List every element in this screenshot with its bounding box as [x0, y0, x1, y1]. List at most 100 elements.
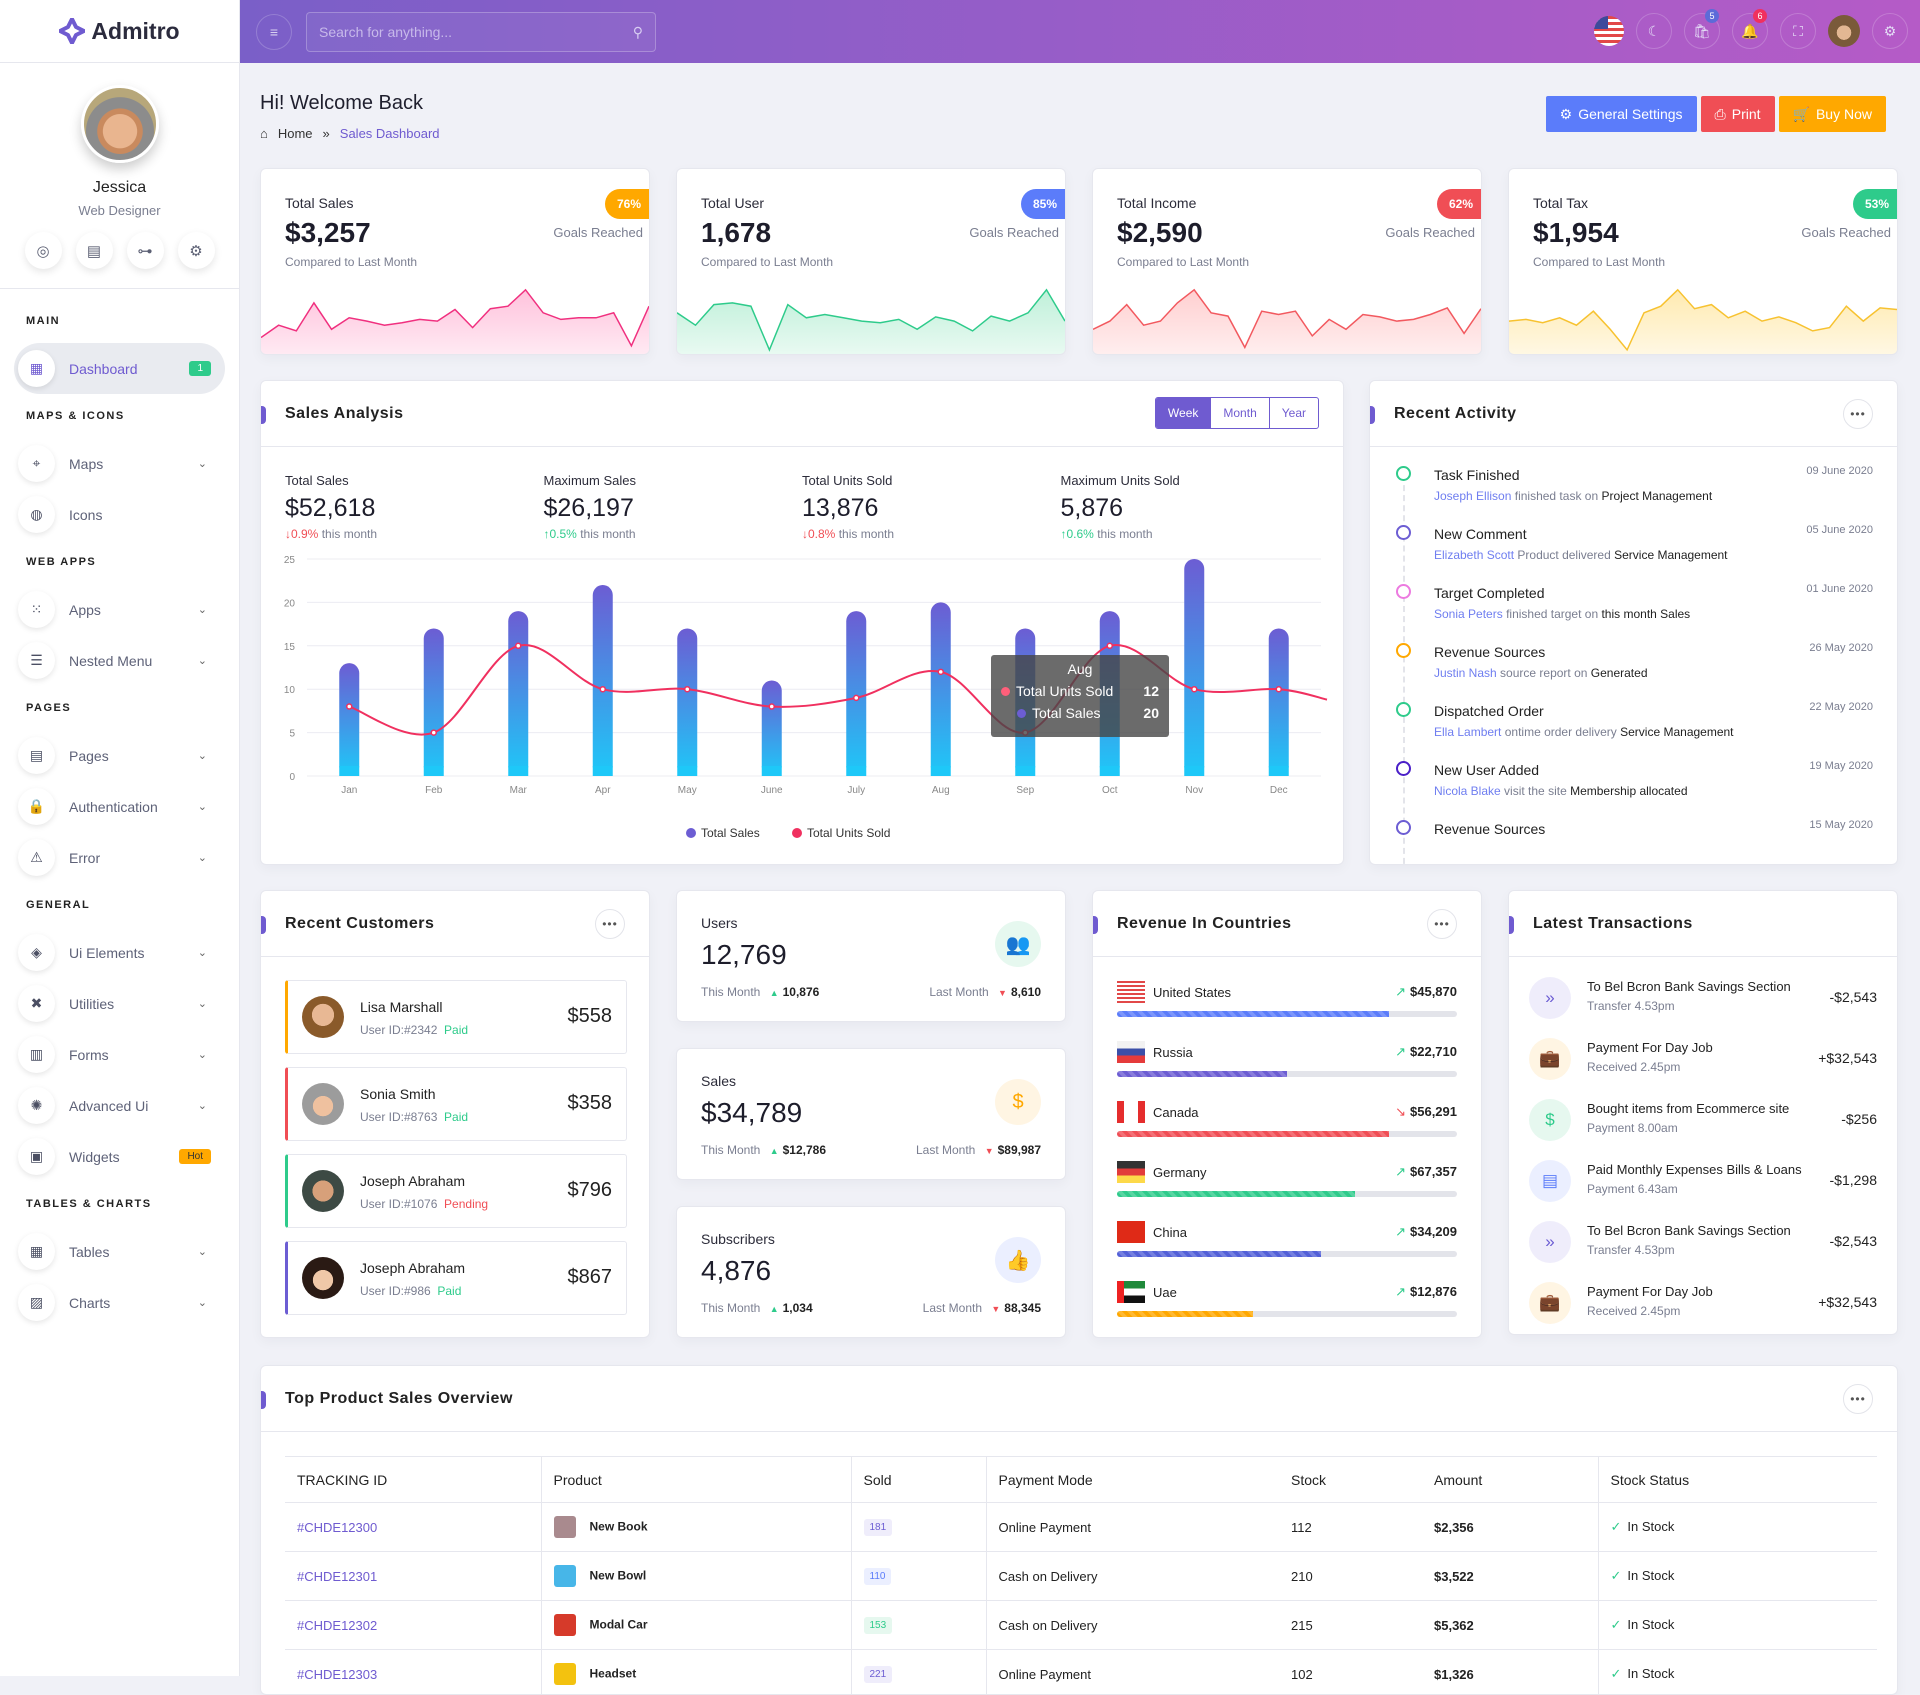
- sidebar-item-forms[interactable]: ▥ Forms ⌄: [14, 1029, 225, 1080]
- trend-up-icon: ↗: [1395, 1164, 1406, 1179]
- avatar[interactable]: [81, 85, 159, 163]
- more-options-icon[interactable]: •••: [1843, 399, 1873, 429]
- menu-toggle-icon[interactable]: ≡: [256, 14, 292, 50]
- last-month-value: 88,345: [1004, 1301, 1041, 1315]
- customer-item[interactable]: Lisa Marshall User ID:#2342 Paid $558: [285, 980, 627, 1054]
- avatar: [302, 1170, 344, 1212]
- activity-item[interactable]: New User Added Nicola Blake visit the si…: [1394, 756, 1873, 815]
- settings-icon[interactable]: ⚙: [1872, 13, 1908, 49]
- column-header[interactable]: Amount: [1422, 1457, 1598, 1503]
- print-button[interactable]: ⎙Print: [1701, 96, 1775, 132]
- tracking-id[interactable]: #CHDE12302: [297, 1618, 377, 1633]
- sidebar-item-utilities[interactable]: ✖ Utilities ⌄: [14, 978, 225, 1029]
- support-icon[interactable]: ◎: [25, 232, 62, 269]
- tracking-id[interactable]: #CHDE12300: [297, 1520, 377, 1535]
- kpi-value: $52,618: [285, 494, 544, 523]
- sidebar-item-ui-elements[interactable]: ◈ Ui Elements ⌄: [14, 927, 225, 978]
- sidebar-item-charts[interactable]: ▨ Charts ⌄: [14, 1277, 225, 1328]
- transaction-item[interactable]: $ Bought items from Ecommerce site Payme…: [1529, 1093, 1877, 1154]
- buy-now-button[interactable]: 🛒Buy Now: [1779, 96, 1886, 132]
- column-header[interactable]: Stock: [1279, 1457, 1422, 1503]
- tab-year[interactable]: Year: [1269, 398, 1318, 428]
- document-icon[interactable]: ▤: [76, 232, 113, 269]
- hierarchy-icon[interactable]: ⊶: [127, 232, 164, 269]
- tab-week[interactable]: Week: [1156, 398, 1210, 428]
- dark-mode-icon[interactable]: ☾: [1636, 13, 1672, 49]
- breadcrumb-home[interactable]: Home: [278, 126, 313, 141]
- tracking-id[interactable]: #CHDE12303: [297, 1667, 377, 1682]
- table-row[interactable]: #CHDE12303 Headset 221 Online Payment 10…: [285, 1650, 1877, 1695]
- stock: 102: [1279, 1650, 1422, 1695]
- x-tick-label: Feb: [425, 785, 443, 796]
- more-options-icon[interactable]: •••: [1843, 1384, 1873, 1414]
- activity-item[interactable]: Target Completed Sonia Peters finished t…: [1394, 579, 1873, 638]
- timeline-dot-icon: [1396, 466, 1411, 481]
- table-row[interactable]: #CHDE12301 New Bowl 110 Cash on Delivery…: [285, 1552, 1877, 1601]
- column-header[interactable]: Stock Status: [1598, 1457, 1877, 1503]
- activity-user[interactable]: Sonia Peters: [1434, 607, 1503, 621]
- sidebar-item-icons[interactable]: ◍ Icons: [14, 489, 225, 540]
- customer-amount: $358: [568, 1092, 613, 1115]
- column-header[interactable]: TRACKING ID: [285, 1457, 541, 1503]
- transaction-item[interactable]: » To Bel Bcron Bank Savings Section Tran…: [1529, 1215, 1877, 1276]
- this-month-value: 10,876: [783, 985, 820, 999]
- transaction-item[interactable]: » To Bel Bcron Bank Savings Section Tran…: [1529, 971, 1877, 1032]
- search-icon[interactable]: ⚲: [633, 24, 643, 41]
- table-row[interactable]: #CHDE12302 Modal Car 153 Cash on Deliver…: [285, 1601, 1877, 1650]
- point-total-units-sold: [1192, 687, 1197, 692]
- nav-section-heading: MAPS & ICONS: [14, 394, 225, 438]
- transaction-item[interactable]: ▤ Paid Monthly Expenses Bills & Loans Pa…: [1529, 1154, 1877, 1215]
- sidebar-item-tables[interactable]: ▦ Tables ⌄: [14, 1226, 225, 1277]
- table-row[interactable]: #CHDE12300 New Book 181 Online Payment 1…: [285, 1503, 1877, 1552]
- sidebar-item-pages[interactable]: ▤ Pages ⌄: [14, 730, 225, 781]
- column-header[interactable]: Sold: [851, 1457, 986, 1503]
- sidebar-item-dashboard[interactable]: ▦ Dashboard 1: [14, 343, 225, 394]
- transaction-item[interactable]: 💼 Payment For Day Job Received 2.45pm +$…: [1529, 1032, 1877, 1093]
- search-input[interactable]: [319, 24, 633, 40]
- activity-item[interactable]: Revenue Sources Justin Nash source repor…: [1394, 638, 1873, 697]
- sidebar-item-error[interactable]: ⚠ Error ⌄: [14, 832, 225, 883]
- activity-user[interactable]: Elizabeth Scott: [1434, 548, 1514, 562]
- column-header[interactable]: Product: [541, 1457, 851, 1503]
- language-flag-icon[interactable]: [1594, 16, 1624, 46]
- bell-icon[interactable]: 🔔6: [1732, 13, 1768, 49]
- customer-item[interactable]: Sonia Smith User ID:#8763 Paid $358: [285, 1067, 627, 1141]
- sidebar-item-nested-menu[interactable]: ☰ Nested Menu ⌄: [14, 635, 225, 686]
- progress-fill: [1117, 1011, 1389, 1017]
- sidebar-item-maps[interactable]: ⌖ Maps ⌄: [14, 438, 225, 489]
- activity-user[interactable]: Joseph Ellison: [1434, 489, 1511, 503]
- customer-item[interactable]: Joseph Abraham User ID:#986 Paid $867: [285, 1241, 627, 1315]
- activity-user[interactable]: Ella Lambert: [1434, 725, 1501, 739]
- transaction-item[interactable]: 💼 Payment For Day Job Received 2.45pm +$…: [1529, 1276, 1877, 1335]
- progress-bar: [1117, 1251, 1457, 1257]
- brand-logo[interactable]: Admitro: [0, 0, 239, 63]
- more-options-icon[interactable]: •••: [595, 909, 625, 939]
- activity-item[interactable]: Revenue Sources 15 May 2020: [1394, 815, 1873, 865]
- tracking-id[interactable]: #CHDE12301: [297, 1569, 377, 1584]
- general-settings-button[interactable]: ⚙General Settings: [1546, 96, 1697, 132]
- lock-icon: 🔒: [18, 788, 55, 825]
- column-header[interactable]: Payment Mode: [986, 1457, 1279, 1503]
- sidebar-item-widgets[interactable]: ▣ Widgets Hot: [14, 1131, 225, 1182]
- this-month-label: This Month: [701, 1301, 760, 1315]
- customer-amount: $867: [568, 1266, 613, 1289]
- sidebar-item-advanced-ui[interactable]: ✺ Advanced Ui ⌄: [14, 1080, 225, 1131]
- more-options-icon[interactable]: •••: [1427, 909, 1457, 939]
- activity-user[interactable]: Justin Nash: [1434, 666, 1497, 680]
- activity-item[interactable]: New Comment Elizabeth Scott Product deli…: [1394, 520, 1873, 579]
- bar-chart-icon: ▨: [18, 1284, 55, 1321]
- activity-item[interactable]: Dispatched Order Ella Lambert ontime ord…: [1394, 697, 1873, 756]
- mini-label: Sales: [701, 1073, 736, 1089]
- customer-item[interactable]: Joseph Abraham User ID:#1076 Pending $79…: [285, 1154, 627, 1228]
- country-name: China: [1153, 1225, 1187, 1240]
- user-avatar[interactable]: [1828, 15, 1860, 47]
- settings-icon[interactable]: ⚙: [178, 232, 215, 269]
- sidebar-item-authentication[interactable]: 🔒 Authentication ⌄: [14, 781, 225, 832]
- fullscreen-icon[interactable]: ⛶: [1780, 13, 1816, 49]
- sidebar-item-apps[interactable]: ⁙ Apps ⌄: [14, 584, 225, 635]
- stat-value: 1,678: [701, 217, 771, 249]
- cart-icon[interactable]: 🛍5: [1684, 13, 1720, 49]
- tab-month[interactable]: Month: [1210, 398, 1268, 428]
- activity-user[interactable]: Nicola Blake: [1434, 784, 1501, 798]
- activity-item[interactable]: Task Finished Joseph Ellison finished ta…: [1394, 461, 1873, 520]
